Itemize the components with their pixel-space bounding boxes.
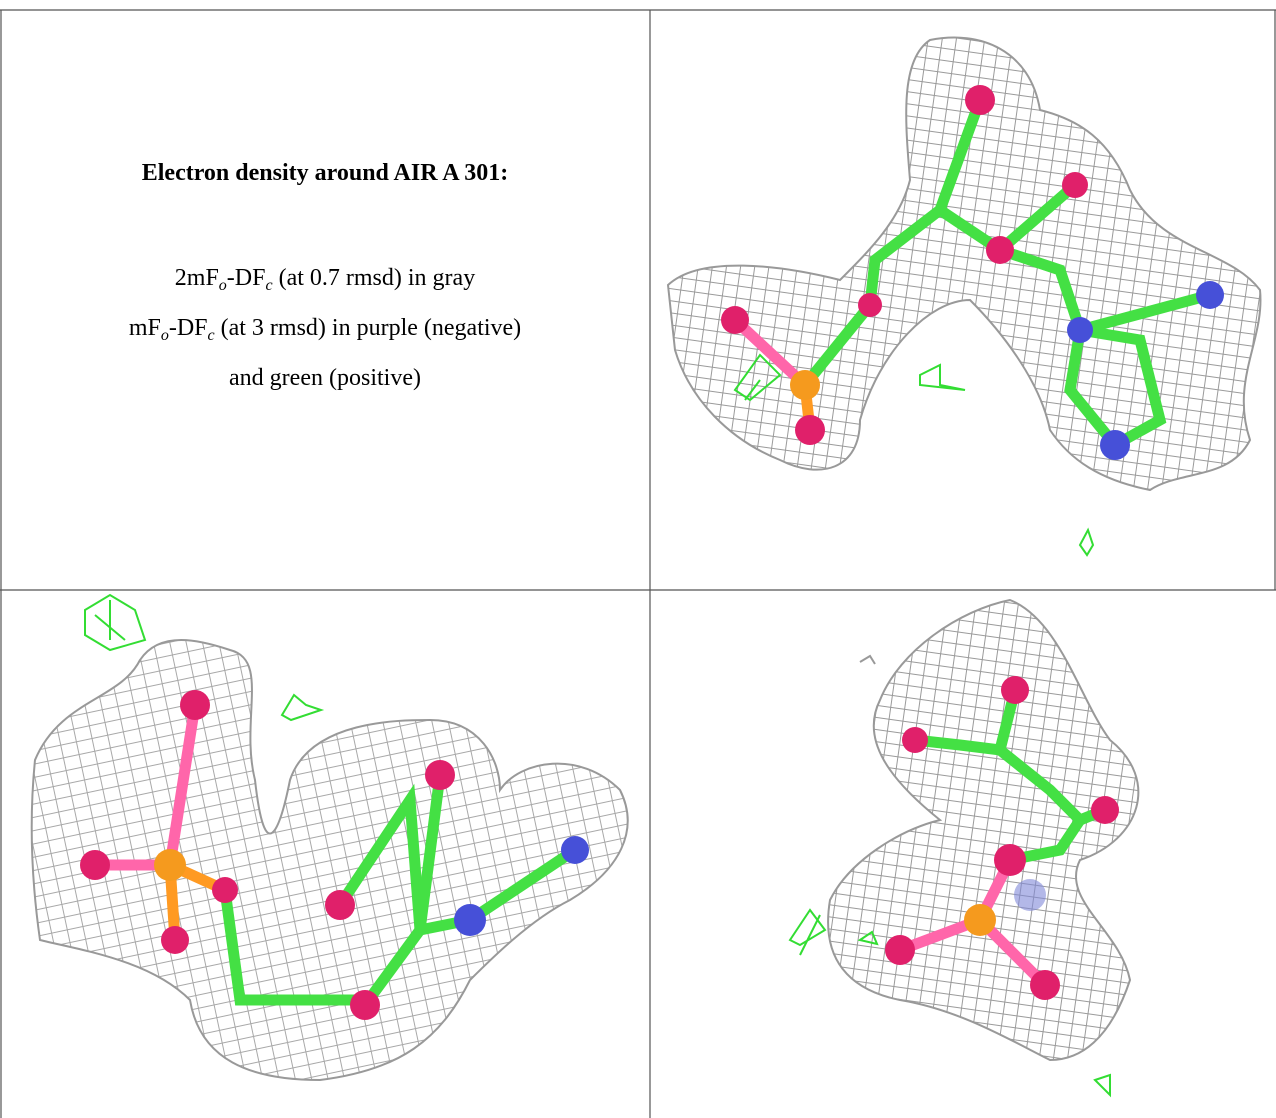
legend-text: -DF (169, 315, 208, 341)
legend-text: (at 3 rmsd) in purple (negative) (215, 315, 522, 341)
subscript: c (265, 277, 272, 294)
density-panel-3 (790, 600, 1138, 1095)
density-panel-1 (668, 38, 1260, 555)
legend-line: mFo-DFc (at 3 rmsd) in purple (negative) (20, 307, 630, 357)
caption: Electron density around AIR A 301: 2mFo-… (20, 160, 630, 399)
legend-text: (at 0.7 rmsd) in gray (273, 265, 476, 291)
legend-text: mF (129, 315, 161, 341)
density-mesh (828, 600, 1138, 1060)
density-panel-2 (32, 595, 628, 1080)
legend-text: and green (positive) (229, 365, 421, 391)
subscript: o (219, 277, 227, 294)
legend-line: 2mFo-DFc (at 0.7 rmsd) in gray (20, 257, 630, 307)
caption-title: Electron density around AIR A 301: (20, 160, 630, 187)
density-fragment (860, 656, 875, 664)
subscript: o (161, 327, 169, 344)
legend-line: and green (positive) (20, 357, 630, 399)
figure-page: Electron density around AIR A 301: 2mFo-… (0, 0, 1276, 1118)
legend-text: -DF (227, 265, 266, 291)
subscript: c (208, 327, 215, 344)
legend-text: 2mF (175, 265, 219, 291)
density-mesh (668, 38, 1260, 490)
